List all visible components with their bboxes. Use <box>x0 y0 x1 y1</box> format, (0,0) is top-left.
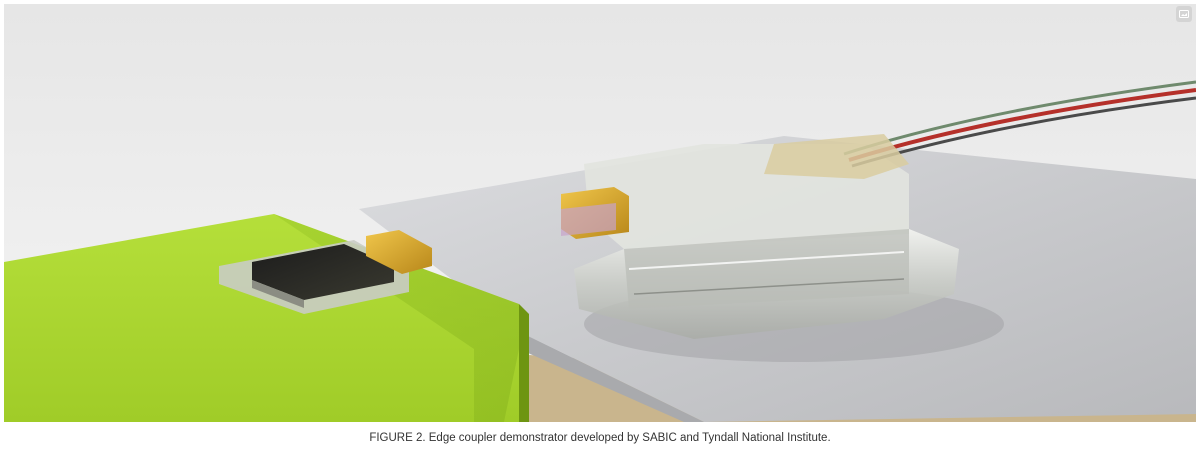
image-expand-icon <box>1179 5 1189 23</box>
figure-photo <box>4 4 1196 422</box>
image-expand-button[interactable] <box>1176 6 1192 22</box>
figure-caption: FIGURE 2. Edge coupler demonstrator deve… <box>369 432 831 444</box>
